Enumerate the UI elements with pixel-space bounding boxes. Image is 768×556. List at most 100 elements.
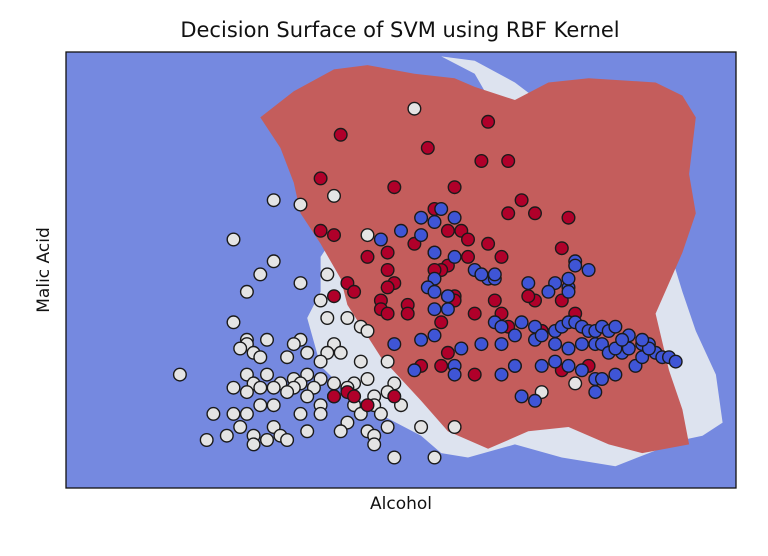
data-point-red (440, 223, 455, 238)
data-point-red (360, 249, 375, 264)
data-point-blue (487, 267, 502, 282)
data-point-white (313, 354, 328, 369)
data-point-white (313, 406, 328, 421)
data-point-white (300, 389, 315, 404)
data-point-white (226, 380, 241, 395)
data-point-white (387, 450, 402, 465)
data-point-blue (427, 214, 442, 229)
data-point-white (286, 337, 301, 352)
data-point-white (447, 420, 462, 435)
data-point-red (474, 153, 489, 168)
data-point-blue (514, 389, 529, 404)
data-point-red (461, 232, 476, 247)
data-point-blue (561, 284, 576, 299)
data-point-blue (447, 367, 462, 382)
data-point-white (320, 311, 335, 326)
data-point-white (313, 293, 328, 308)
data-point-blue (407, 363, 422, 378)
data-point-blue (548, 354, 563, 369)
data-point-red (467, 306, 482, 321)
data-point-blue (427, 328, 442, 343)
data-point-red (380, 280, 395, 295)
data-point-white (280, 385, 295, 400)
data-point-white (300, 345, 315, 360)
data-point-blue (474, 267, 489, 282)
data-point-blue (568, 258, 583, 273)
data-point-blue (635, 332, 650, 347)
data-point-blue (447, 249, 462, 264)
decision-regions (260, 56, 723, 467)
data-point-red (434, 315, 449, 330)
data-point-red (360, 398, 375, 413)
data-point-white (239, 284, 254, 299)
y-axis-label: Malic Acid (34, 227, 54, 313)
data-point-red (447, 180, 462, 195)
data-point-red (333, 127, 348, 142)
data-point-blue (507, 328, 522, 343)
data-point-blue (561, 341, 576, 356)
data-point-blue (534, 328, 549, 343)
data-point-red (494, 249, 509, 264)
data-point-red (380, 263, 395, 278)
data-point-blue (447, 210, 462, 225)
data-point-white (293, 276, 308, 291)
scatter-points (172, 101, 683, 465)
data-point-blue (595, 372, 610, 387)
data-point-white (414, 420, 429, 435)
data-point-blue (474, 337, 489, 352)
data-point-blue (541, 284, 556, 299)
data-point-white (253, 380, 268, 395)
data-point-red (481, 114, 496, 129)
data-point-blue (440, 302, 455, 317)
data-point-red (400, 306, 415, 321)
data-point-red (313, 171, 328, 186)
data-point-blue (454, 341, 469, 356)
data-point-white (333, 424, 348, 439)
data-point-red (380, 306, 395, 321)
data-point-white (266, 193, 281, 208)
data-point-blue (387, 337, 402, 352)
data-point-white (226, 406, 241, 421)
data-point-white (266, 398, 281, 413)
data-point-white (280, 350, 295, 365)
data-point-red (501, 153, 516, 168)
data-point-white (226, 315, 241, 330)
data-point-red (461, 249, 476, 264)
data-point-white (253, 267, 268, 282)
data-point-white (360, 228, 375, 243)
data-point-blue (581, 263, 596, 278)
data-point-white (266, 254, 281, 269)
data-point-blue (668, 354, 683, 369)
data-point-blue (394, 223, 409, 238)
data-point-white (380, 354, 395, 369)
data-point-white (380, 420, 395, 435)
data-point-red (313, 223, 328, 238)
data-point-blue (521, 276, 536, 291)
data-point-white (260, 367, 275, 382)
data-point-white (300, 424, 315, 439)
data-point-white (266, 380, 281, 395)
data-point-white (233, 420, 248, 435)
data-point-white (327, 188, 342, 203)
data-point-blue (414, 332, 429, 347)
data-point-red (481, 236, 496, 251)
data-point-white (253, 398, 268, 413)
data-point-white (206, 406, 221, 421)
data-point-white (226, 232, 241, 247)
data-point-red (347, 389, 362, 404)
data-point-white (199, 433, 214, 448)
x-axis-label: Alcohol (370, 494, 432, 514)
data-point-blue (615, 332, 630, 347)
data-point-white (333, 345, 348, 360)
data-point-blue (434, 201, 449, 216)
data-point-white (260, 433, 275, 448)
data-point-white (172, 367, 187, 382)
data-point-white (360, 372, 375, 387)
data-point-blue (528, 393, 543, 408)
data-point-red (561, 210, 576, 225)
data-point-white (260, 332, 275, 347)
decision-region-red (260, 65, 696, 454)
data-point-blue (494, 367, 509, 382)
data-point-red (420, 140, 435, 155)
